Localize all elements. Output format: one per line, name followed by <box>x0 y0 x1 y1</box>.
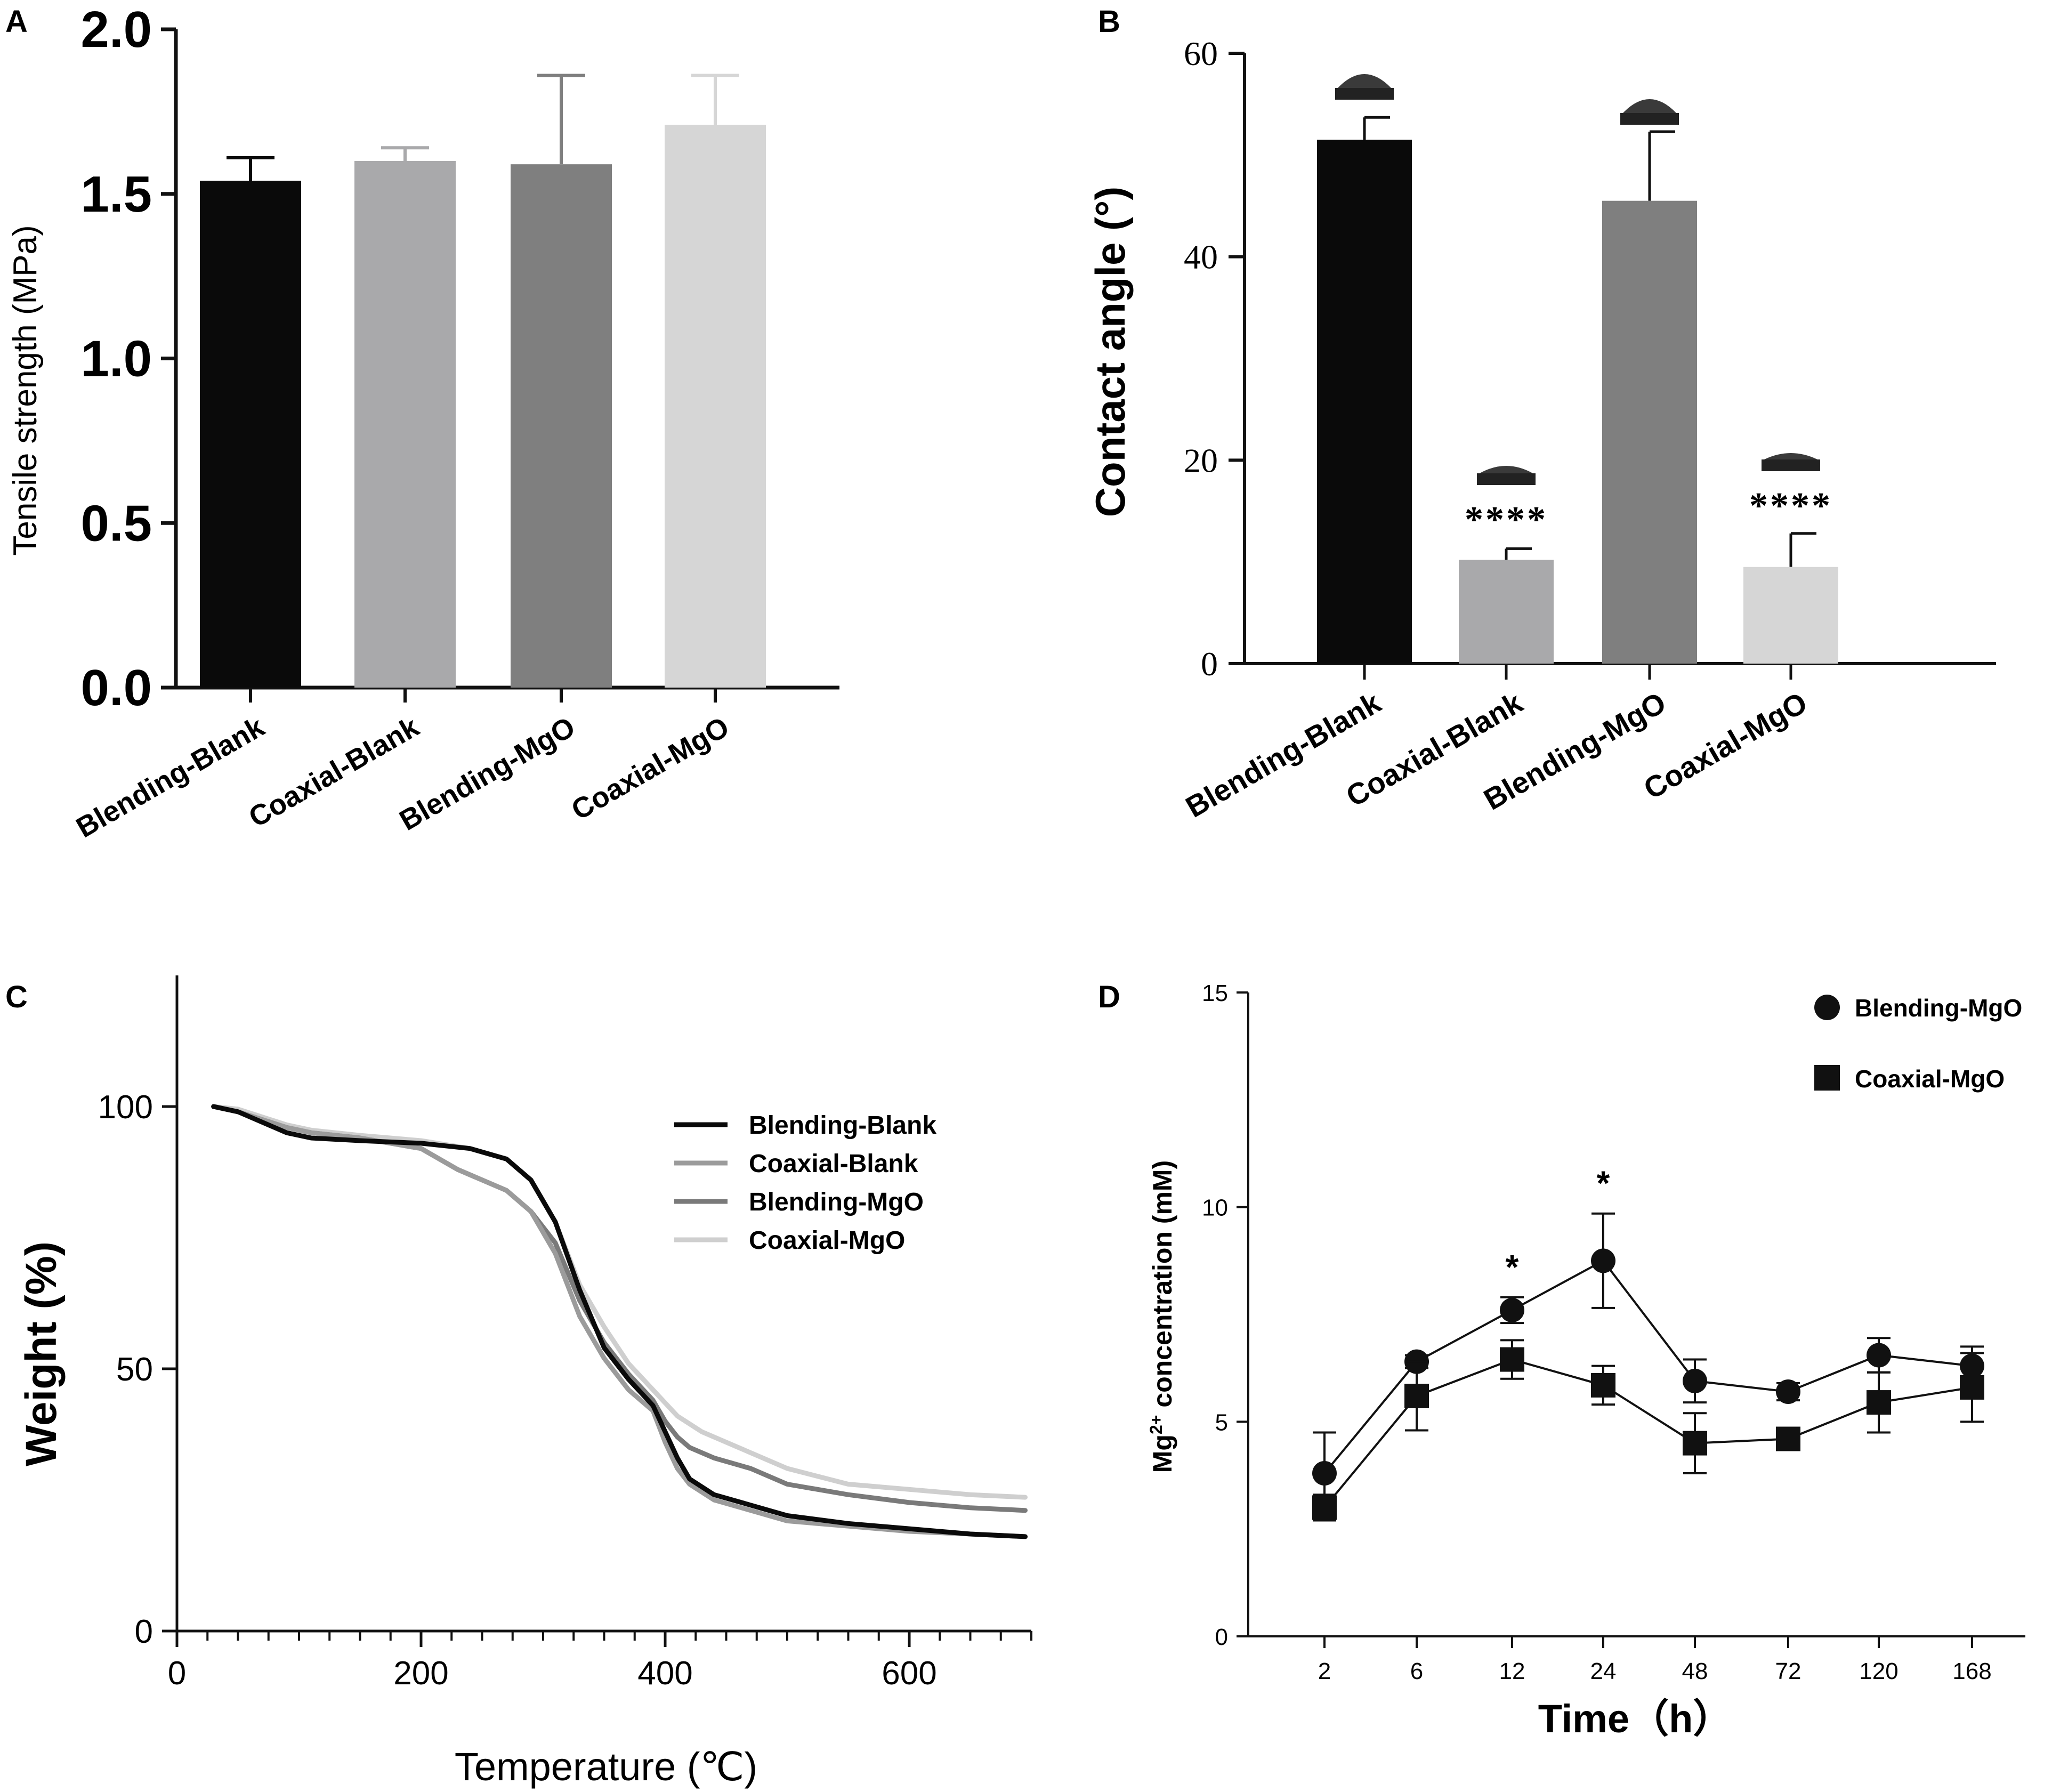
panel-d-point-blending-mgo <box>1867 1343 1891 1368</box>
panel-b-bar <box>1602 200 1697 664</box>
panel-a-category-label: Blending-MgO <box>394 711 580 836</box>
panel-d-x-tick-label: 120 <box>1859 1658 1898 1684</box>
panel-b-bar <box>1317 140 1412 664</box>
panel-b-droplet-substrate <box>1620 113 1679 125</box>
panel-c-x-tick-label: 400 <box>637 1655 692 1692</box>
panel-d-mg-release-chart: 0 5 10 15 2 6 12 24 48 72 120 168 * * Blending-MgO Coax… <box>1146 980 2025 1741</box>
panel-d-point-coaxial-mgo <box>1500 1347 1524 1372</box>
panel-a-y-tick-label: 2.0 <box>81 1 152 58</box>
panel-d-x-tick-label: 168 <box>1952 1658 1991 1684</box>
panel-c-legend-label: Blending-Blank <box>749 1111 936 1140</box>
panel-d-series-line <box>1323 1358 1973 1508</box>
panel-d-x-tick-label: 2 <box>1318 1658 1331 1684</box>
panel-c-y-tick-label: 100 <box>98 1089 153 1126</box>
panel-c-series-line <box>211 1104 1028 1539</box>
panel-b-y-tick-label: 0 <box>1201 645 1218 683</box>
panel-b-droplet-image <box>1338 74 1391 88</box>
panel-d-y-tick-label: 15 <box>1202 980 1228 1006</box>
panel-b-y-tick-label: 60 <box>1184 35 1218 72</box>
panel-c-x-tick-label: 200 <box>393 1655 448 1692</box>
panel-b-droplet-image <box>1623 99 1676 113</box>
panel-b-y-axis-title: Contact angle (°) <box>1087 187 1134 518</box>
panel-d-legend-marker-square <box>1814 1065 1840 1091</box>
panel-d-y-axis-title-sup: 2+ <box>1146 1415 1166 1434</box>
panel-b-y-tick-label: 40 <box>1184 238 1218 276</box>
panel-a-bar <box>200 181 301 688</box>
panel-a-tensile-chart: 0.00.51.01.52.0Blending-BlankCoaxial-Bla… <box>7 1 839 844</box>
panel-c-legend-label: Blending-MgO <box>749 1188 924 1216</box>
panel-d-point-blending-mgo <box>1776 1379 1800 1404</box>
panel-c-legend-label: Coaxial-MgO <box>749 1226 905 1255</box>
panel-a-y-tick-label: 0.5 <box>81 495 152 552</box>
panel-c-x-tick-label: 0 <box>168 1655 186 1692</box>
panel-d-x-tick-label: 12 <box>1499 1658 1525 1684</box>
panel-d-point-coaxial-mgo <box>1591 1373 1615 1398</box>
panel-d-point-coaxial-mgo <box>1960 1375 1984 1400</box>
panel-c-x-tick-label: 600 <box>882 1655 936 1692</box>
panel-a-bar <box>511 164 612 688</box>
panel-b-droplet-image <box>1764 453 1817 459</box>
panel-d-x-tick-label: 72 <box>1775 1658 1801 1684</box>
panel-d-y-axis-title-rest: concentration (mM) <box>1148 1160 1177 1415</box>
panel-d-point-coaxial-mgo <box>1683 1431 1707 1456</box>
panel-a-bar <box>665 125 766 688</box>
panel-b-significance-marker: **** <box>1465 499 1548 540</box>
panel-c-y-tick-label: 0 <box>135 1613 153 1650</box>
panel-b-droplet-substrate <box>1762 459 1820 471</box>
panel-label-a: A <box>5 4 28 39</box>
panel-a-category-label: Coaxial-MgO <box>566 711 734 826</box>
panel-d-legend-label: Blending-MgO <box>1855 994 2022 1022</box>
panel-d-point-blending-mgo <box>1683 1368 1707 1393</box>
panel-d-point-coaxial-mgo <box>1776 1426 1800 1451</box>
panel-d-point-coaxial-mgo <box>1867 1390 1891 1415</box>
panel-d-point-coaxial-mgo <box>1312 1495 1337 1520</box>
panel-b-droplet-substrate <box>1335 88 1394 100</box>
panel-d-y-axis-title: Mg2+ concentration (mM) <box>1146 1160 1177 1473</box>
panel-d-point-blending-mgo <box>1591 1248 1615 1273</box>
panel-a-y-axis-title: Tensile strength (MPa) <box>7 225 44 555</box>
panel-b-y-tick-label: 20 <box>1184 441 1218 479</box>
panel-d-legend-marker-circle <box>1814 995 1840 1020</box>
panel-a-y-tick-label: 1.0 <box>81 330 152 388</box>
panel-d-series-line <box>1323 1259 1973 1474</box>
panel-b-droplet-image <box>1480 466 1533 473</box>
panel-a-bar <box>354 161 456 688</box>
panel-d-y-tick-label: 0 <box>1215 1624 1228 1650</box>
panel-label-d: D <box>1098 980 1120 1014</box>
panel-label-b: B <box>1098 4 1120 39</box>
panel-d-y-tick-label: 10 <box>1202 1195 1228 1221</box>
panel-c-legend-label: Coaxial-Blank <box>749 1150 918 1178</box>
panel-d-significance-marker: * <box>1506 1248 1519 1286</box>
panel-a-category-label: Blending-Blank <box>71 711 270 844</box>
panel-d-point-blending-mgo <box>1500 1297 1524 1322</box>
panel-d-point-coaxial-mgo <box>1404 1384 1429 1409</box>
panel-d-legend-label: Coaxial-MgO <box>1855 1065 2005 1093</box>
panel-d-point-blending-mgo <box>1312 1460 1337 1486</box>
panel-b-bar <box>1743 567 1838 664</box>
panel-d-significance-marker: * <box>1597 1164 1610 1202</box>
panel-d-x-tick-label: 24 <box>1590 1658 1617 1684</box>
panel-b-droplet-substrate <box>1477 473 1536 485</box>
panel-d-x-tick-label: 6 <box>1410 1658 1423 1684</box>
panel-d-y-tick-label: 5 <box>1215 1409 1228 1435</box>
panel-label-c: C <box>5 980 28 1014</box>
panel-c-y-tick-label: 50 <box>116 1351 153 1388</box>
panel-a-y-tick-label: 1.5 <box>81 166 152 223</box>
panel-c-tga-chart: 0 50 100 0 200 400 600 Blending-Blank Coaxial-Bl… <box>17 975 1032 1789</box>
panel-b-significance-marker: **** <box>1749 486 1832 527</box>
panel-c-series-line <box>211 1104 1028 1539</box>
panel-a-y-tick-label: 0.0 <box>81 659 152 716</box>
panel-d-y-axis-title-main: Mg <box>1148 1434 1177 1473</box>
panel-d-x-tick-label: 48 <box>1682 1658 1708 1684</box>
panel-b-bar <box>1459 560 1554 664</box>
panel-c-y-axis-title: Weight (%) <box>17 1241 66 1466</box>
panel-b-contact-angle-chart: 0204060Blending-Blank****Coaxial-BlankBl… <box>1087 35 1996 824</box>
panel-d-x-axis-title: Time（h） <box>1538 1697 1733 1741</box>
panel-c-x-axis-title: Temperature (℃) <box>455 1745 757 1789</box>
